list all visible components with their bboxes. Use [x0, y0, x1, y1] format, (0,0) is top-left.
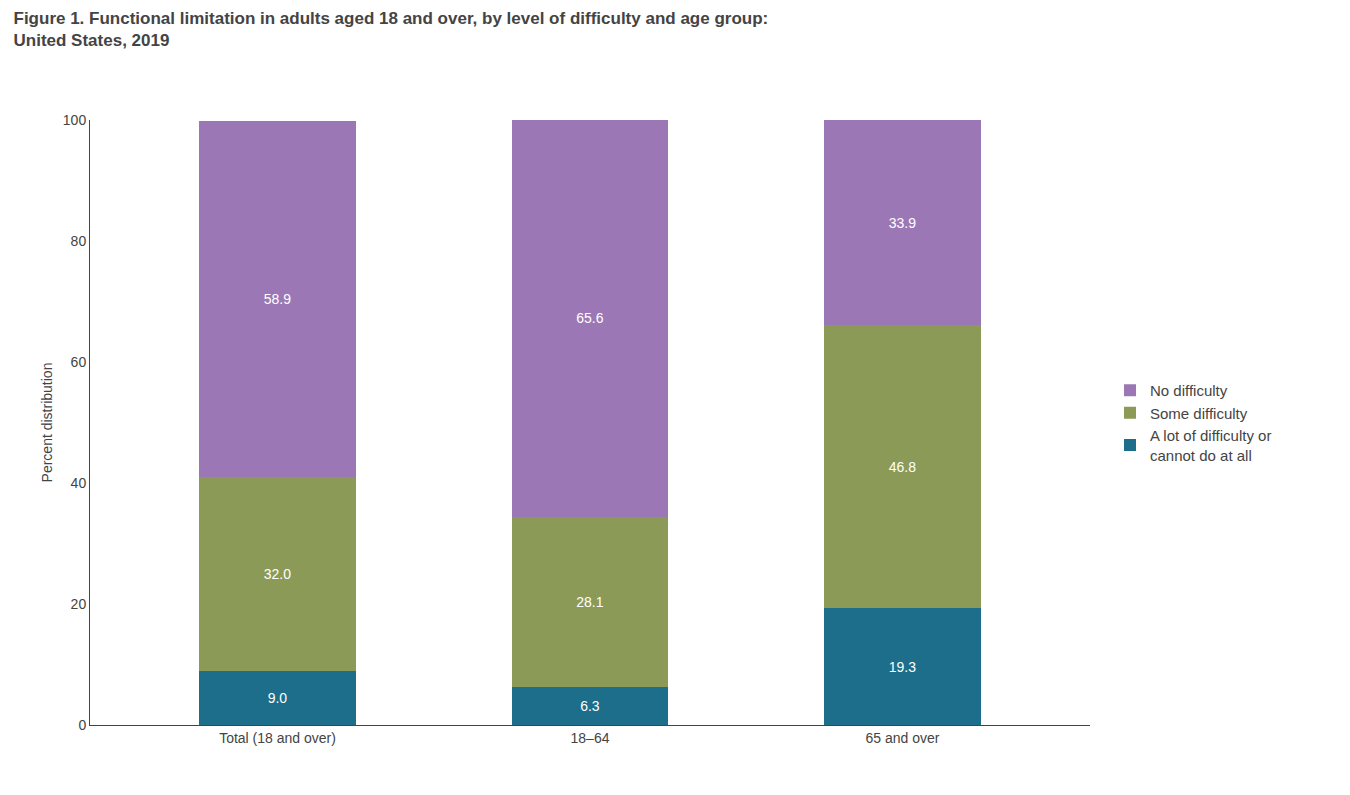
svg-text:20: 20	[71, 596, 87, 612]
svg-text:100: 100	[63, 112, 87, 128]
svg-text:58.9: 58.9	[264, 291, 291, 307]
svg-text:65 and over: 65 and over	[866, 730, 940, 746]
svg-text:Percent distribution: Percent distribution	[39, 363, 55, 483]
svg-text:28.1: 28.1	[576, 594, 603, 610]
svg-text:No difficulty: No difficulty	[1150, 382, 1228, 399]
svg-text:Some difficulty: Some difficulty	[1150, 405, 1248, 422]
svg-text:A lot of difficulty orcannot d: A lot of difficulty orcannot do at all	[1150, 427, 1271, 464]
svg-text:9.0: 9.0	[268, 690, 288, 706]
svg-text:60: 60	[71, 354, 87, 370]
svg-text:18–64: 18–64	[571, 730, 610, 746]
svg-text:32.0: 32.0	[264, 566, 291, 582]
svg-text:Total (18 and over): Total (18 and over)	[219, 730, 336, 746]
svg-text:80: 80	[71, 233, 87, 249]
svg-text:0: 0	[78, 717, 86, 733]
svg-text:6.3: 6.3	[580, 698, 600, 714]
svg-text:Figure 1. Functional limitatio: Figure 1. Functional limitation in adult…	[14, 9, 769, 50]
svg-text:19.3: 19.3	[889, 659, 916, 675]
svg-text:46.8: 46.8	[889, 459, 916, 475]
svg-text:40: 40	[71, 475, 87, 491]
svg-text:65.6: 65.6	[576, 310, 603, 326]
svg-text:33.9: 33.9	[889, 215, 916, 231]
